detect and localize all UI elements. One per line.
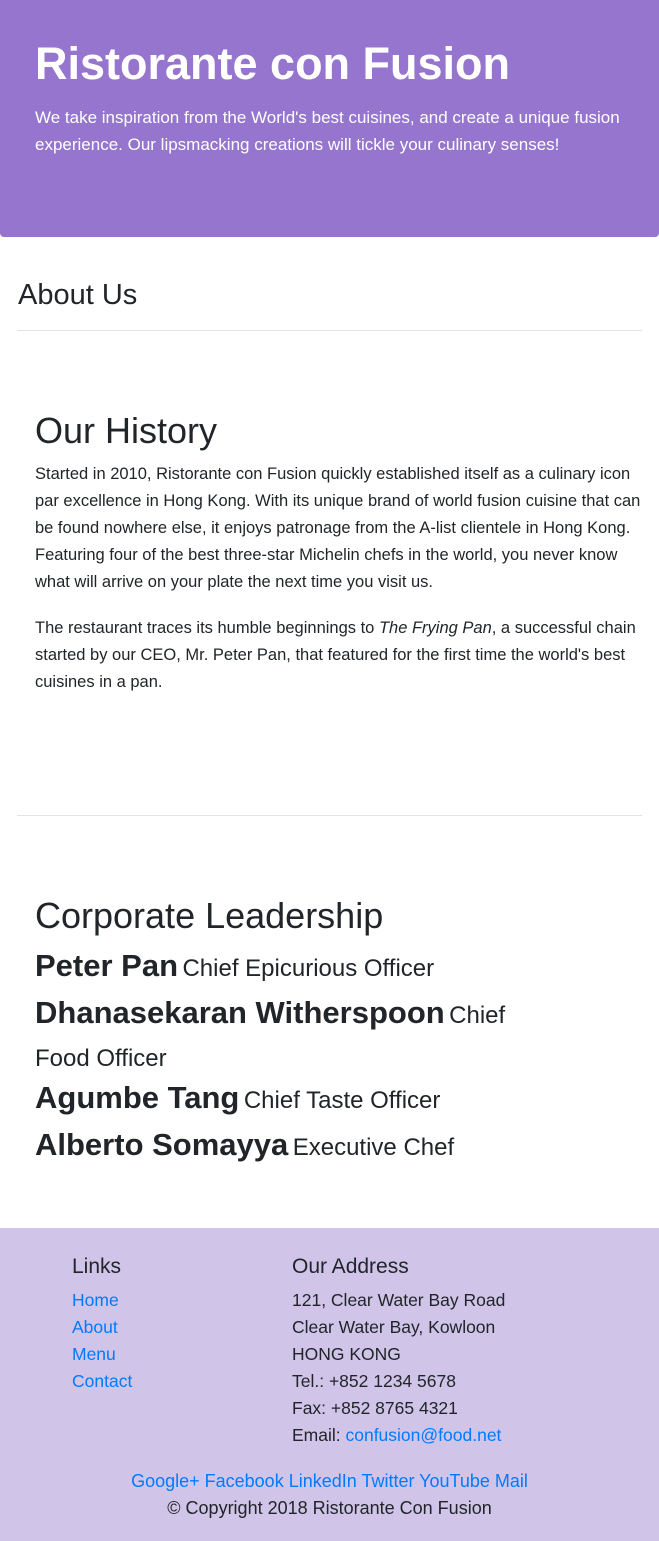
jumbotron-header: Ristorante con Fusion We take inspiratio…: [0, 0, 659, 237]
social-link-linkedin[interactable]: LinkedIn: [288, 1471, 357, 1491]
leader-name: Alberto Somayya: [35, 1127, 289, 1162]
copyright-text: © Copyright 2018 Ristorante Con Fusion: [167, 1498, 492, 1518]
social-link-mail[interactable]: Mail: [494, 1471, 528, 1491]
phone-number: Tel.: +852 1234 5678: [292, 1371, 456, 1391]
leadership-title: Corporate Leadership: [35, 895, 384, 936]
divider: [17, 815, 642, 816]
social-link-twitter[interactable]: Twitter: [361, 1471, 415, 1491]
address-line: 121, Clear Water Bay Road: [292, 1290, 506, 1310]
leader-name: Dhanasekaran Witherspoon: [35, 995, 445, 1030]
leader-item: Dhanasekaran Witherspoon Chief Food Offi…: [35, 993, 555, 1082]
address-heading: Our Address: [292, 1255, 409, 1278]
page-title: About Us: [18, 279, 138, 311]
social-link-youtube[interactable]: YouTube: [419, 1471, 490, 1491]
address-line: Clear Water Bay, Kowloon: [292, 1317, 496, 1337]
leader-item: Agumbe Tang Chief Taste Officer: [35, 1078, 555, 1124]
fax-number: Fax: +852 8765 4321: [292, 1398, 458, 1418]
brand-tagline: We take inspiration from the World's bes…: [35, 108, 620, 154]
divider: [17, 330, 642, 331]
social-links: Google+ Facebook LinkedIn Twitter YouTub…: [0, 1468, 659, 1495]
leader-role: Chief Taste Officer: [243, 1087, 441, 1114]
leader-role: Executive Chef: [292, 1134, 455, 1161]
history-paragraph-1: Started in 2010, Ristorante con Fusion q…: [35, 465, 641, 591]
email-label: Email:: [292, 1425, 346, 1445]
footer-links: Links Home About Menu Contact: [72, 1254, 132, 1395]
footer-link-list: Home About Menu Contact: [72, 1287, 132, 1395]
history-body: Started in 2010, Ristorante con Fusion q…: [35, 461, 643, 715]
email-line: Email: confusion@food.net: [292, 1422, 505, 1449]
social-link-googleplus[interactable]: Google+: [131, 1471, 200, 1491]
leader-role: Chief Food Officer: [35, 1002, 506, 1072]
leader-name: Peter Pan: [35, 948, 179, 983]
footer-address: Our Address 121, Clear Water Bay Road Cl…: [292, 1254, 505, 1449]
leader-item: Peter Pan Chief Epicurious Officer: [35, 946, 555, 992]
leader-item: Alberto Somayya Executive Chef: [35, 1125, 555, 1171]
history-paragraph-2: The restaurant traces its humble beginni…: [35, 619, 636, 691]
footer: Links Home About Menu Contact Our Addres…: [0, 1228, 659, 1541]
address-block: 121, Clear Water Bay Road Clear Water Ba…: [292, 1287, 505, 1449]
footer-link-contact[interactable]: Contact: [72, 1371, 133, 1391]
footer-link-about[interactable]: About: [72, 1317, 118, 1337]
leader-name: Agumbe Tang: [35, 1080, 240, 1115]
links-heading: Links: [72, 1255, 122, 1278]
email-link[interactable]: confusion@food.net: [345, 1425, 502, 1445]
history-title: Our History: [35, 410, 218, 451]
footer-link-menu[interactable]: Menu: [72, 1344, 116, 1364]
footer-link-home[interactable]: Home: [72, 1290, 119, 1310]
address-line: HONG KONG: [292, 1344, 401, 1364]
leader-role: Chief Epicurious Officer: [182, 955, 435, 982]
frying-pan-name: The Frying Pan: [378, 619, 492, 637]
brand-title: Ristorante con Fusion: [35, 38, 511, 89]
social-link-facebook[interactable]: Facebook: [204, 1471, 284, 1491]
